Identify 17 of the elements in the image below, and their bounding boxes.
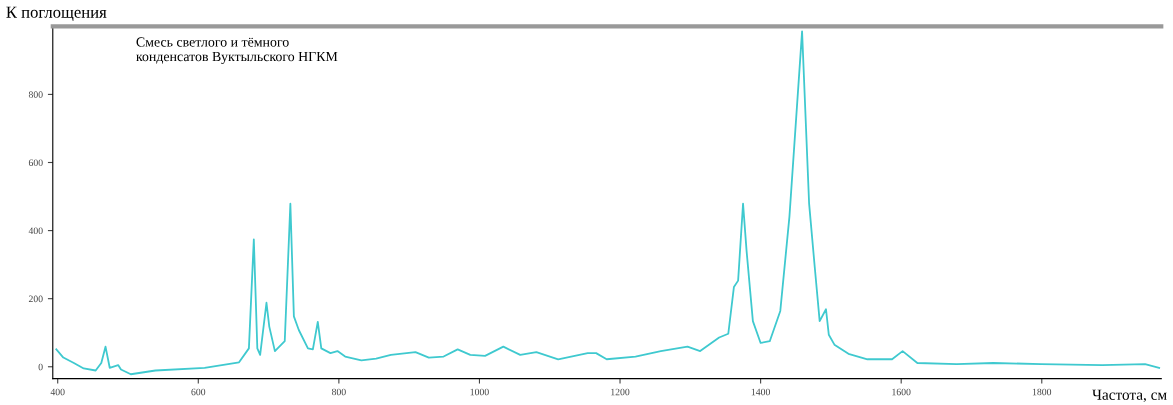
y-tick-label: 0 [38, 363, 43, 371]
text: Смесь светлого и тёмного конденсатов Вуктыльского НГКМ [136, 37, 338, 65]
x-tick-label: 1600 [892, 388, 911, 396]
x-tick-label: 1200 [611, 388, 630, 396]
x-axis-title: Частота, см [1092, 389, 1167, 403]
x-tick-label: 800 [331, 388, 346, 396]
y-tick-label: 200 [28, 295, 43, 303]
y-tick-label: 600 [28, 159, 43, 166]
y-axis-title: К поглощения [6, 6, 107, 22]
y-tick-label: 800 [28, 91, 43, 98]
x-tick-label: 600 [191, 388, 206, 396]
x-tick-label: 400 [50, 388, 65, 396]
y-tick-label: 400 [28, 227, 43, 235]
x-tick-label: 1400 [751, 388, 770, 396]
x-tick-label: 1800 [1032, 388, 1052, 396]
line-series [55, 30, 1161, 376]
x-tick-label: 1000 [470, 388, 489, 396]
